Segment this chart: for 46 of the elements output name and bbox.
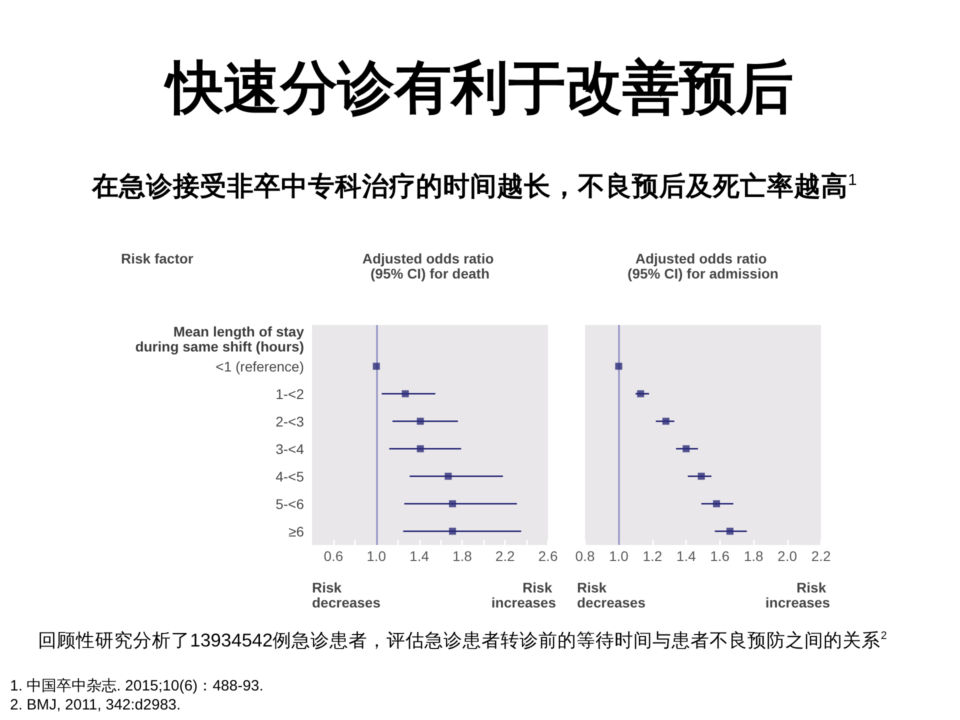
point	[416, 418, 424, 425]
y-tick-label: 3-<4	[276, 440, 304, 457]
point	[637, 390, 644, 398]
point	[444, 472, 452, 480]
point	[449, 528, 456, 535]
y-tick-label: 5-<6	[276, 496, 304, 512]
x-tick-label: 1.0	[608, 548, 629, 564]
x-tick-label: 1.0	[366, 548, 386, 564]
x-tick-label: 1.4	[676, 548, 696, 564]
y-tick-label: Mean length of stay during same shift (hours)	[135, 323, 304, 354]
x-tick-label: 1.2	[642, 548, 662, 564]
point	[416, 445, 424, 452]
x-tick-label: 2.2	[811, 548, 831, 564]
point	[682, 445, 690, 452]
point	[698, 472, 705, 480]
point	[615, 362, 622, 370]
point	[449, 500, 456, 508]
x-tick-label: 1.8	[452, 548, 472, 564]
x-axis-title: Adjusted odds ratio (95% CI) for admission	[628, 250, 778, 282]
x-tick-label: 0.6	[324, 548, 344, 564]
text: Risk decreases	[577, 580, 646, 610]
y-tick-label: <1 (reference)	[216, 358, 304, 374]
y-tick-label: 1-<2	[276, 386, 304, 402]
x-tick-label: 1.4	[410, 548, 430, 564]
text: Risk decreases	[312, 580, 381, 610]
point	[662, 418, 670, 425]
point	[712, 500, 720, 508]
text: Risk increases	[765, 580, 830, 610]
x-axis-title: Adjusted odds ratio (95% CI) for death	[362, 250, 498, 282]
text: 1. 中国卒中杂志. 2015;10(6)：488-93.	[10, 678, 264, 694]
chart-title: 快速分诊有利于改善预后	[164, 56, 794, 120]
point	[402, 390, 409, 398]
point	[726, 528, 734, 535]
text: 2. BMJ, 2011, 342:d2983.	[10, 696, 181, 714]
x-tick-label: 2.2	[495, 548, 516, 564]
x-tick-label: 2.0	[778, 548, 798, 564]
x-tick-label: 1.8	[744, 548, 764, 564]
text: Risk increases	[491, 580, 556, 610]
x-tick-label: 1.6	[710, 548, 730, 564]
y-axis-title: Risk factor	[121, 250, 194, 266]
y-tick-label: 2-<3	[276, 413, 304, 430]
point	[372, 362, 380, 370]
x-tick-label: 2.6	[538, 548, 558, 564]
y-tick-label: 4-<5	[276, 468, 304, 484]
y-tick-label: ≥6	[288, 523, 304, 540]
x-tick-label: 0.8	[575, 548, 595, 564]
